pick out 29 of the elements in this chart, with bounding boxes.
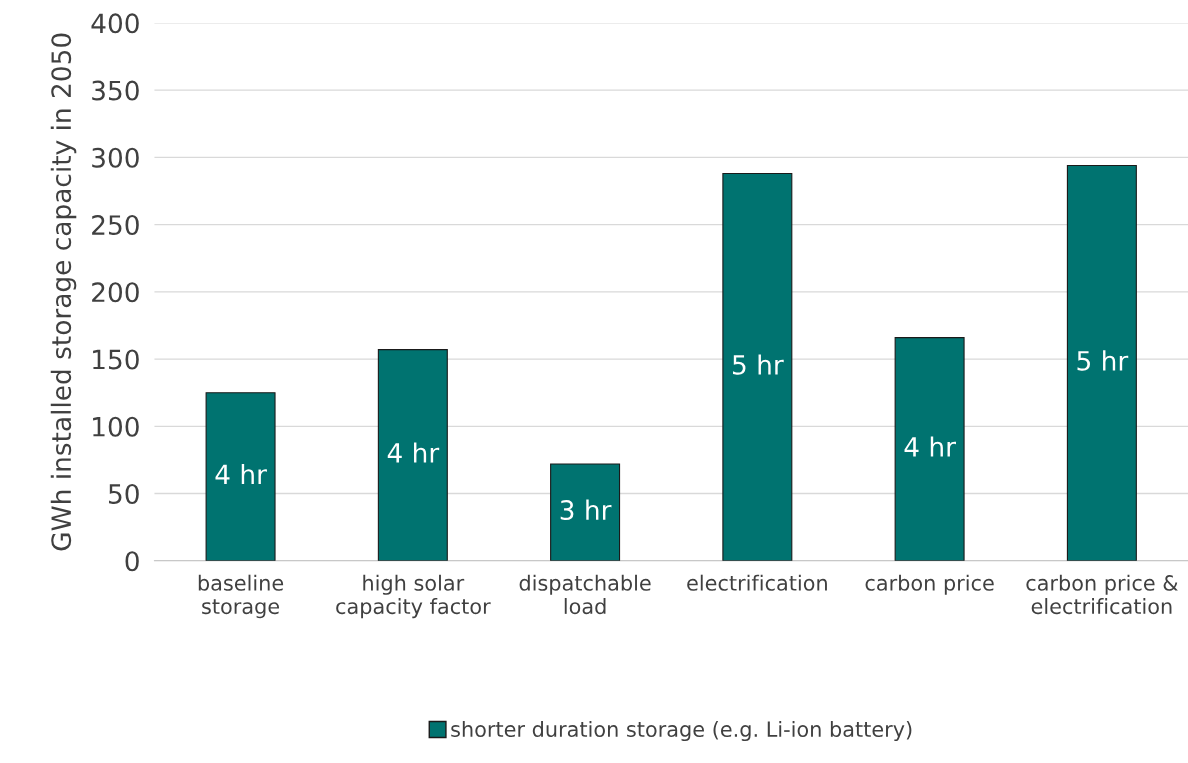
x-tick-label: high solar capacity factor [336, 574, 491, 619]
x-tick-label: electrification [687, 574, 827, 591]
annotation: 4 hr [215, 463, 267, 485]
bar [1066, 164, 1137, 561]
y-tick-label: 0 [125, 551, 139, 572]
y-tick-label: 400 [91, 13, 139, 34]
bar [722, 172, 793, 561]
x-tick-label: carbon price & electrification [1026, 574, 1178, 615]
y-tick-label: 50 [109, 484, 139, 504]
y-tick-label: 300 [92, 147, 139, 168]
annotation: 4 hr [387, 442, 440, 463]
annotation: 5 hr [733, 354, 784, 375]
y-tick-label: 200 [92, 282, 139, 303]
x-tick-label: carbon price [865, 574, 994, 595]
annotation: 3 hr [560, 499, 612, 521]
y-tick-label: 100 [93, 416, 139, 437]
bar [894, 337, 965, 561]
legend-label: shorter duration storage (e.g. Li-ion battery) [451, 720, 912, 742]
bar [377, 349, 448, 561]
x-tick-label: baseline storage [198, 574, 284, 619]
annotation: 5 hr [1077, 350, 1129, 371]
y-tick-label: 350 [92, 80, 139, 101]
y-tick-label: 150 [93, 349, 139, 370]
annotation: 4 hr [904, 436, 956, 457]
bar [550, 463, 621, 561]
y-axis-title: GWh installed storage capacity in 2050 [50, 33, 77, 551]
x-tick-label: dispatchable load [519, 574, 651, 615]
y-tick-label: 250 [92, 215, 139, 236]
bar [205, 392, 276, 561]
